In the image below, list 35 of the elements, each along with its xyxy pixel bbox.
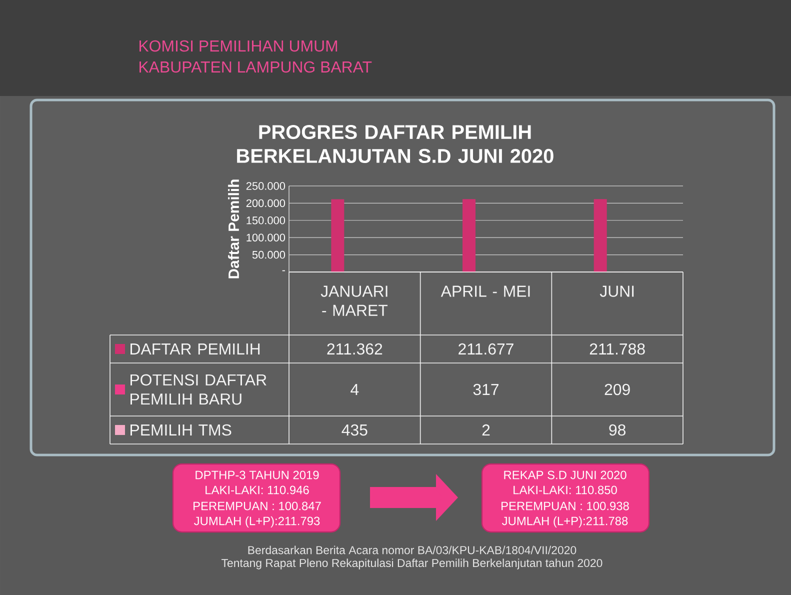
text: Berdasarkan Berita Acara nomor BA/03/KPU-KAB/1804/VII/2020 — [248, 546, 576, 554]
data-label: 435 — [342, 424, 368, 436]
legend-label: POTENSI DAFTAR PEMILIH BARU — [130, 374, 266, 405]
y-tick-label: 50.000 — [252, 250, 286, 259]
x-tick-label: APRIL - MEI — [440, 286, 530, 297]
legend-label: DAFTAR PEMILIH — [130, 344, 260, 354]
y-tick-label: 100.000 — [246, 234, 286, 242]
text: LAKI-LAKI: 110.946 — [206, 486, 309, 494]
chart-title: PROGRES DAFTAR PEMILIH BERKELANJUTAN S.D JUNI 2020 — [237, 124, 554, 163]
text: LAKI-LAKI: 110.850 — [514, 486, 617, 494]
text: JUMLAH (L+P):211.788 — [502, 516, 628, 528]
data-label: 211.788 — [590, 343, 645, 355]
text: KABUPATEN LAMPUNG BARAT — [140, 61, 372, 73]
y-tick-label: 150.000 — [246, 216, 286, 224]
text: DPTHP-3 TAHUN 2019 — [196, 470, 319, 480]
x-tick-label: JANUARI - MARET — [320, 286, 388, 316]
x-tick-label: JUNI — [600, 286, 634, 297]
data-label: 4 — [350, 384, 359, 395]
data-label: 98 — [609, 424, 626, 436]
data-label: 317 — [473, 384, 498, 396]
text: JUMLAH (L+P):211.793 — [194, 516, 320, 528]
y-tick-label: 200.000 — [246, 199, 286, 208]
y-axis-title: Daftar Pemilih — [228, 180, 240, 278]
data-label: 209 — [604, 384, 630, 396]
text: PEREMPUAN : 100.938 — [502, 502, 629, 510]
data-label: 211.677 — [458, 343, 514, 355]
text: PEREMPUAN : 100.847 — [194, 502, 321, 510]
text: Tentang Rapat Pleno Rekapitulasi Daftar Pemilih Berkelanjutan tahun 2020 — [222, 558, 602, 570]
text: REKAP S.D JUNI 2020 — [504, 470, 626, 480]
y-tick-label: - — [282, 270, 285, 272]
data-label: 2 — [482, 424, 490, 436]
text: KOMISI PEMILIHAN UMUM — [140, 40, 338, 52]
legend-label: PEMILIH TMS — [130, 424, 232, 436]
data-label: 211.362 — [327, 343, 382, 355]
y-tick-label: 250.000 — [246, 182, 286, 190]
